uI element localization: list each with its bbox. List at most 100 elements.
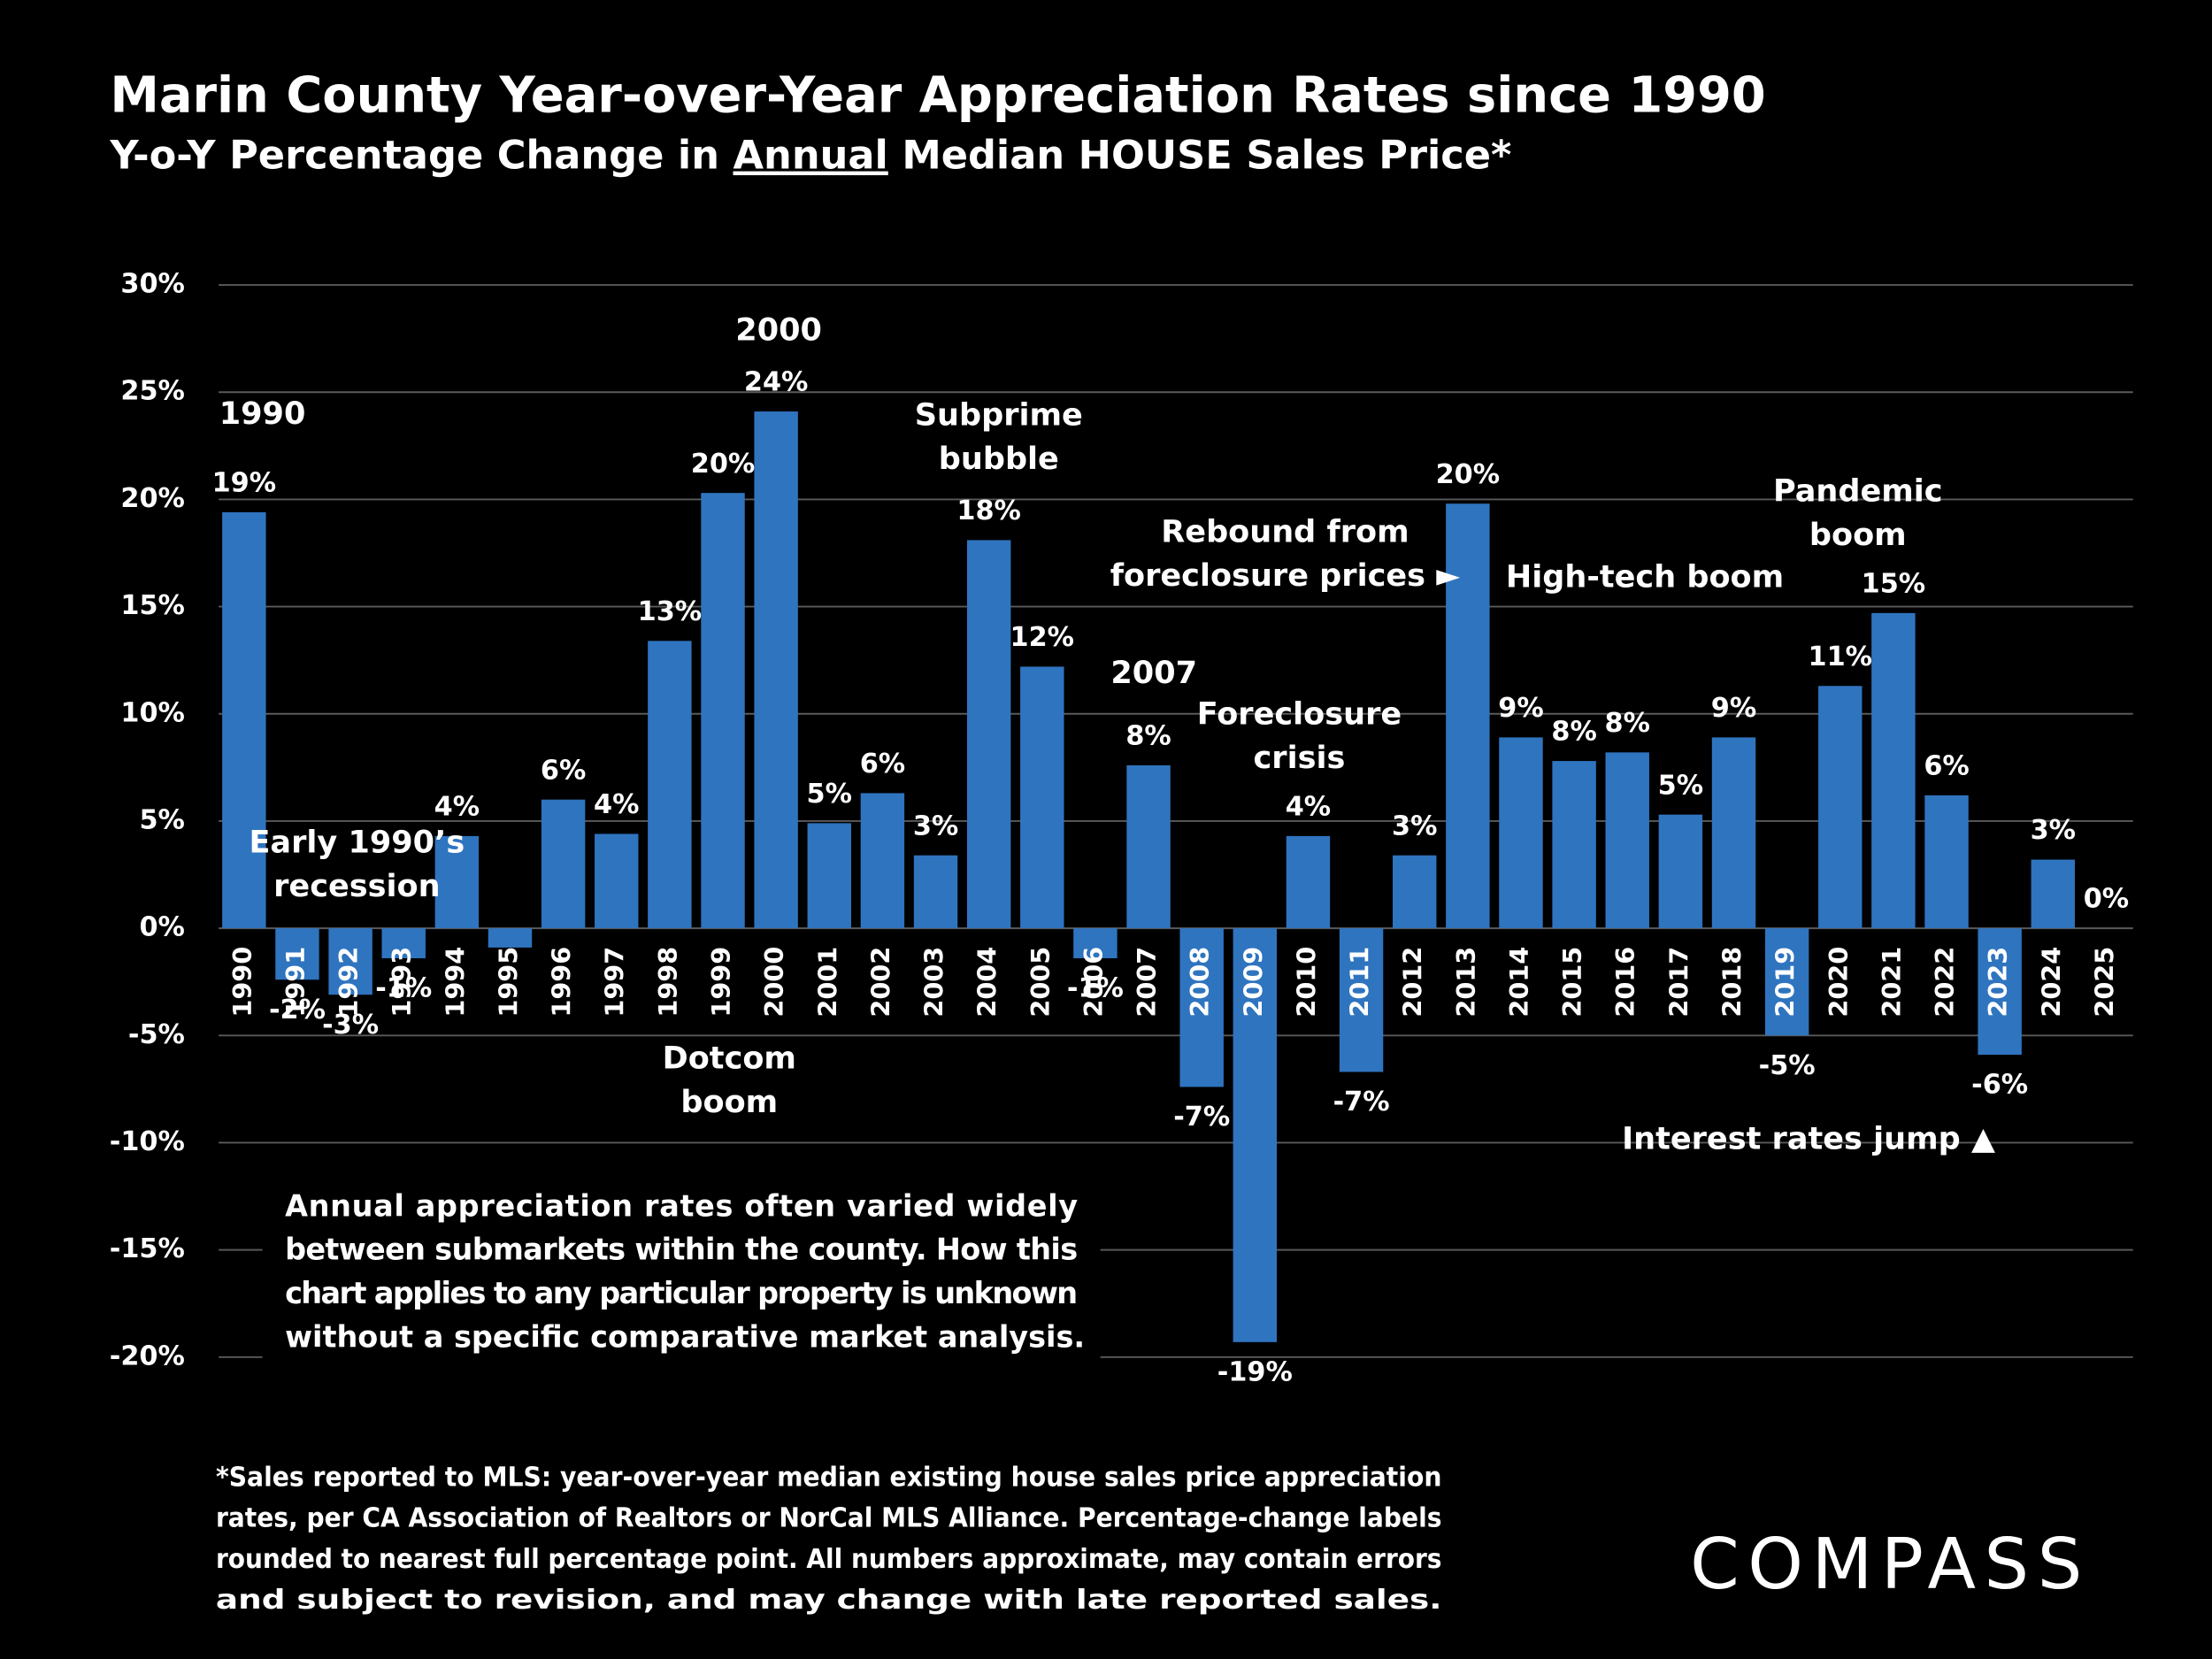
bar xyxy=(1393,855,1437,929)
value-label: -19% xyxy=(1217,1356,1293,1387)
subtitle-part: Y-o-Y Percentage Change in xyxy=(109,133,733,179)
value-label: -6% xyxy=(1971,1070,2028,1101)
x-tick-label: 2015 xyxy=(1557,947,1587,1018)
bar xyxy=(1499,737,1543,929)
chart-title: Marin County Year-over-Year Appreciation… xyxy=(110,67,1765,125)
footnote-line: and subject to revision, and may change … xyxy=(216,1585,1442,1616)
bar xyxy=(1179,928,1224,1087)
value-label: -5% xyxy=(1759,1050,1816,1081)
value-label: 6% xyxy=(1924,750,1969,781)
x-tick-label: 2000 xyxy=(759,947,789,1018)
x-tick-label: 2003 xyxy=(919,947,949,1018)
x-tick-label: 2011 xyxy=(1345,947,1375,1018)
annotation: Rebound from xyxy=(1161,514,1409,550)
value-label: -2% xyxy=(269,995,326,1025)
annotation: crisis xyxy=(1254,740,1346,776)
value-label: -7% xyxy=(1333,1087,1390,1118)
value-label: 0% xyxy=(2084,884,2129,915)
bar xyxy=(648,641,692,929)
bar xyxy=(1233,928,1278,1342)
bar xyxy=(860,793,905,929)
footnote-line: rates, per CA Association of Realtors or… xyxy=(216,1503,1442,1534)
y-tick-label: -15% xyxy=(110,1233,185,1264)
bar xyxy=(807,823,851,929)
value-label: -1% xyxy=(1067,973,1124,1004)
bar xyxy=(1818,686,1863,929)
annotation: 2007 xyxy=(1110,655,1197,691)
x-tick-label: 2005 xyxy=(1025,947,1056,1018)
bar xyxy=(275,928,319,980)
bar xyxy=(222,511,266,929)
bar xyxy=(1446,503,1490,929)
bar xyxy=(1978,928,2022,1056)
value-label: 20% xyxy=(691,449,755,480)
bar xyxy=(1020,666,1064,929)
bar xyxy=(1711,737,1756,929)
value-label: 19% xyxy=(212,468,276,499)
bar xyxy=(1286,835,1331,929)
value-label: -3% xyxy=(322,1010,379,1041)
bar xyxy=(328,928,373,995)
bar xyxy=(913,855,958,929)
annotation: boom xyxy=(1809,517,1907,553)
x-tick-label: 1992 xyxy=(334,947,364,1018)
annotation: Subprime xyxy=(915,396,1083,433)
bar xyxy=(1126,764,1171,929)
annotation: High-tech boom xyxy=(1506,559,1784,595)
note-background xyxy=(262,1182,1101,1366)
x-tick-label: 2020 xyxy=(1824,947,1854,1018)
y-tick-label: -10% xyxy=(110,1126,185,1157)
value-label: 15% xyxy=(1862,568,1925,599)
note-line: Annual appreciation rates often varied w… xyxy=(285,1188,1078,1223)
y-tick-label: 5% xyxy=(139,804,184,835)
value-label: 9% xyxy=(1711,693,1756,724)
annotation: recession xyxy=(273,868,440,904)
value-label: 8% xyxy=(1605,708,1650,739)
value-label: 4% xyxy=(1286,792,1331,823)
value-label: 8% xyxy=(1125,721,1171,752)
value-label: 9% xyxy=(1498,693,1543,724)
bar xyxy=(1605,752,1649,929)
x-tick-label: 2013 xyxy=(1451,947,1481,1018)
annotation: Pandemic xyxy=(1773,472,1943,509)
value-label: 4% xyxy=(594,789,639,820)
x-tick-label: 2025 xyxy=(2089,947,2119,1018)
value-label: 12% xyxy=(1010,622,1074,653)
bar xyxy=(541,799,586,929)
x-tick-label: 1990 xyxy=(227,947,257,1018)
y-tick-label: 25% xyxy=(120,376,184,407)
bars xyxy=(222,411,2129,1342)
x-tick-label: 2018 xyxy=(1717,947,1747,1018)
logo: COMPASS xyxy=(1690,1523,2091,1605)
y-tick-label: 20% xyxy=(120,483,184,514)
x-tick-label: 2019 xyxy=(1770,947,1801,1018)
note-line: without a specific comparative market an… xyxy=(285,1320,1085,1355)
chart-subtitle: Y-o-Y Percentage Change in Annual Median… xyxy=(109,133,1511,179)
y-tick-label: 0% xyxy=(139,912,184,943)
value-label: -7% xyxy=(1173,1102,1230,1133)
value-label: 3% xyxy=(1392,810,1437,841)
value-label: 6% xyxy=(541,755,586,786)
bar xyxy=(595,833,639,929)
value-label: 3% xyxy=(2031,815,2076,846)
value-label: 24% xyxy=(744,367,808,398)
bar xyxy=(1764,928,1809,1036)
x-tick-label: 1996 xyxy=(547,947,577,1018)
annotation: 1990 xyxy=(219,396,306,432)
subtitle-part: Median HOUSE Sales Price* xyxy=(888,133,1512,179)
x-tick-label: 2021 xyxy=(1877,947,1907,1018)
y-tick-label: -5% xyxy=(128,1019,185,1050)
bar xyxy=(1924,795,1969,929)
bar xyxy=(1658,814,1703,929)
annotation: boom xyxy=(680,1084,778,1120)
y-tick-label: 15% xyxy=(120,590,184,621)
annotation: Early 1990’s xyxy=(249,824,465,860)
x-tick-label: 2010 xyxy=(1291,947,1321,1018)
value-label: 18% xyxy=(956,495,1020,526)
value-label: 6% xyxy=(860,749,905,780)
bar xyxy=(754,411,798,929)
bar xyxy=(1073,928,1118,959)
x-tick-label: 1993 xyxy=(387,947,417,1018)
annotation: 2000 xyxy=(735,312,822,349)
annotation: bubble xyxy=(939,441,1059,477)
